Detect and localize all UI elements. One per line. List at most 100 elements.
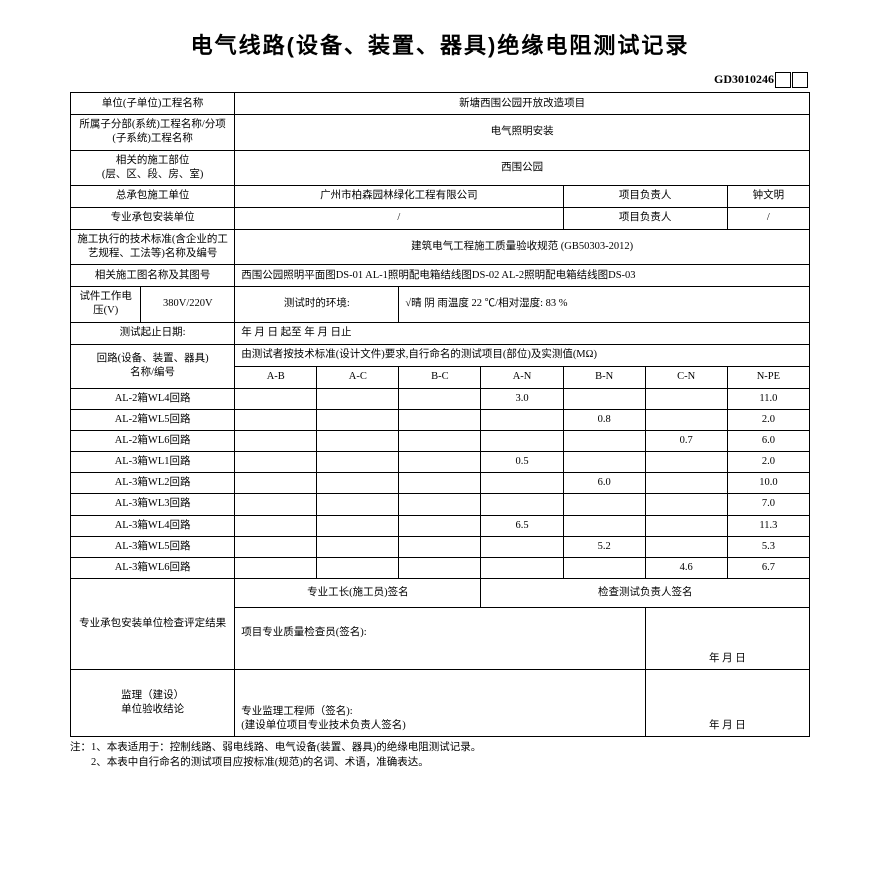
measure-cell (645, 536, 727, 557)
page-title: 电气线路(设备、装置、器具)绝缘电阻测试记录 (70, 28, 810, 60)
measure-cell (235, 473, 317, 494)
measure-cell: 0.7 (645, 430, 727, 451)
col-header: B-N (563, 366, 645, 388)
table-row: AL-2箱WL6回路 0.76.0 (71, 430, 810, 451)
measure-cell: 4.6 (645, 558, 727, 579)
table-row: AL-3箱WL5回路 5.2 5.3 (71, 536, 810, 557)
sign-cell: 检查测试负责人签名 (481, 579, 810, 608)
col-header: B-C (399, 366, 481, 388)
date-cell: 年 月 日 (645, 670, 809, 737)
measure-cell: 7.0 (727, 494, 809, 515)
table-row: AL-3箱WL3回路 7.0 (71, 494, 810, 515)
measure-cell (563, 515, 645, 536)
measure-cell (645, 452, 727, 473)
measure-cell: 5.2 (563, 536, 645, 557)
measure-cell: 5.3 (727, 536, 809, 557)
code-box-2 (792, 72, 808, 88)
check-label: 专业承包安装单位检查评定结果 (71, 579, 235, 670)
table-row: AL-2箱WL4回路3.011.0 (71, 388, 810, 409)
circuit-name: AL-3箱WL5回路 (71, 536, 235, 557)
measure-cell (317, 558, 399, 579)
code-box-1 (775, 72, 791, 88)
measure-cell: 3.0 (481, 388, 563, 409)
measure-cell: 10.0 (727, 473, 809, 494)
measure-cell (235, 494, 317, 515)
col-header: N-PE (727, 366, 809, 388)
measure-cell: 6.0 (563, 473, 645, 494)
measure-cell (563, 558, 645, 579)
measure-cell (645, 409, 727, 430)
measure-cell (235, 388, 317, 409)
measure-cell: 2.0 (727, 452, 809, 473)
date-cell: 年 月 日 (645, 608, 809, 670)
measure-cell (317, 409, 399, 430)
label: 相关的施工部位 (层、区、段、房、室) (71, 150, 235, 185)
measure-cell (481, 430, 563, 451)
label: 项目负责人 (563, 185, 727, 207)
measure-header: 由测试者按技术标准(设计文件)要求,自行命名的测试项目(部位)及实测值(MΩ) (235, 344, 810, 366)
measure-cell (317, 494, 399, 515)
sign-cell: 专业监理工程师（签名): (建设单位项目专业技术负责人签名) (235, 670, 645, 737)
value: √晴 阴 雨温度 22 ℃/相对湿度: 83 % (399, 287, 810, 322)
measure-cell (399, 452, 481, 473)
circuit-name: AL-2箱WL6回路 (71, 430, 235, 451)
value: 钟文明 (727, 185, 809, 207)
value: 380V/220V (141, 287, 235, 322)
measure-cell (317, 536, 399, 557)
circuit-name: AL-2箱WL4回路 (71, 388, 235, 409)
label: 试件工作电压(V) (71, 287, 141, 322)
measure-cell (645, 494, 727, 515)
measure-cell (317, 515, 399, 536)
circuit-name: AL-3箱WL3回路 (71, 494, 235, 515)
measure-cell (481, 558, 563, 579)
measure-cell (235, 430, 317, 451)
measure-cell (317, 430, 399, 451)
label: 施工执行的技术标准(含企业的工艺规程、工法等)名称及编号 (71, 229, 235, 264)
circuit-label: 回路(设备、装置、器具) 名称/编号 (71, 344, 235, 388)
measure-cell (399, 515, 481, 536)
measure-cell (235, 452, 317, 473)
col-header: A-N (481, 366, 563, 388)
measure-cell (317, 473, 399, 494)
col-header: A-C (317, 366, 399, 388)
supervise-label: 监理（建设） 单位验收结论 (71, 670, 235, 737)
label: 项目负责人 (563, 207, 727, 229)
measure-cell (399, 494, 481, 515)
measure-cell: 2.0 (727, 409, 809, 430)
doc-code-row: GD3010246 (70, 72, 810, 88)
value: 建筑电气工程施工质量验收规范 (GB50303-2012) (235, 229, 810, 264)
value: 电气照明安装 (235, 115, 810, 150)
measure-cell (317, 452, 399, 473)
sign-cell: 项目专业质量检查员(签名): (235, 608, 645, 670)
measure-cell (235, 558, 317, 579)
measure-cell (235, 409, 317, 430)
measure-cell (399, 536, 481, 557)
sign-cell: 专业工长(施工员)签名 (235, 579, 481, 608)
circuit-name: AL-3箱WL6回路 (71, 558, 235, 579)
measure-cell (481, 409, 563, 430)
measure-cell (317, 388, 399, 409)
measure-cell (645, 388, 727, 409)
measure-cell: 6.5 (481, 515, 563, 536)
table-row: AL-2箱WL5回路0.82.0 (71, 409, 810, 430)
col-header: A-B (235, 366, 317, 388)
col-header: C-N (645, 366, 727, 388)
measure-cell (645, 473, 727, 494)
label: 测试时的环境: (235, 287, 399, 322)
label: 所属子分部(系统)工程名称/分项(子系统)工程名称 (71, 115, 235, 150)
measure-cell: 11.3 (727, 515, 809, 536)
value: 西围公园 (235, 150, 810, 185)
measure-cell (235, 536, 317, 557)
circuit-name: AL-3箱WL2回路 (71, 473, 235, 494)
doc-code: GD3010246 (714, 72, 774, 86)
measure-cell (235, 515, 317, 536)
measure-cell (399, 409, 481, 430)
label: 单位(子单位)工程名称 (71, 93, 235, 115)
measure-cell: 6.0 (727, 430, 809, 451)
label: 测试起止日期: (71, 322, 235, 344)
measure-cell (645, 515, 727, 536)
main-table: 单位(子单位)工程名称新塘西围公园开放改造项目 所属子分部(系统)工程名称/分项… (70, 92, 810, 737)
label: 相关施工图名称及其图号 (71, 265, 235, 287)
measure-cell (399, 473, 481, 494)
value: / (727, 207, 809, 229)
